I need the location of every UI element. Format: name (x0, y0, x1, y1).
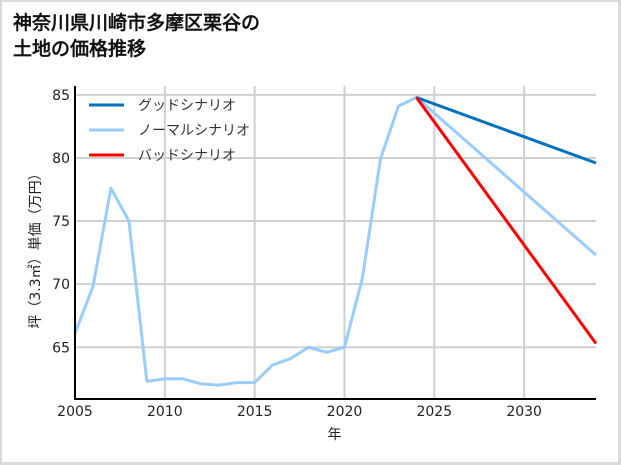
legend-label: ノーマルシナリオ (138, 123, 250, 139)
y-tick-label: 75 (52, 214, 70, 230)
legend-label: グッドシナリオ (138, 98, 236, 114)
x-axis-label: 年 (328, 427, 342, 443)
x-tick-label: 2015 (237, 404, 273, 420)
y-tick-label: 70 (52, 277, 70, 293)
x-tick-label: 2010 (147, 404, 183, 420)
series-line (415, 96, 598, 345)
legend-label: バッドシナリオ (138, 148, 236, 164)
y-axis-label: 坪（3.3㎡）単価（万円） (28, 166, 44, 328)
series-line (73, 95, 597, 387)
series-line (415, 95, 597, 165)
x-tick-label: 2025 (416, 404, 452, 420)
x-tick-label: 2030 (506, 404, 542, 420)
x-tick-label: 2020 (327, 404, 363, 420)
y-tick-label: 85 (52, 88, 70, 104)
title-line-1: 神奈川県川崎市多摩区栗谷の (13, 12, 261, 34)
y-tick-label: 65 (52, 340, 70, 356)
title-line-2: 土地の価格推移 (13, 38, 147, 60)
y-tick-label: 80 (52, 151, 70, 167)
x-tick-label: 2005 (57, 404, 93, 420)
chart-title: 神奈川県川崎市多摩区栗谷の 土地の価格推移 (13, 10, 260, 62)
